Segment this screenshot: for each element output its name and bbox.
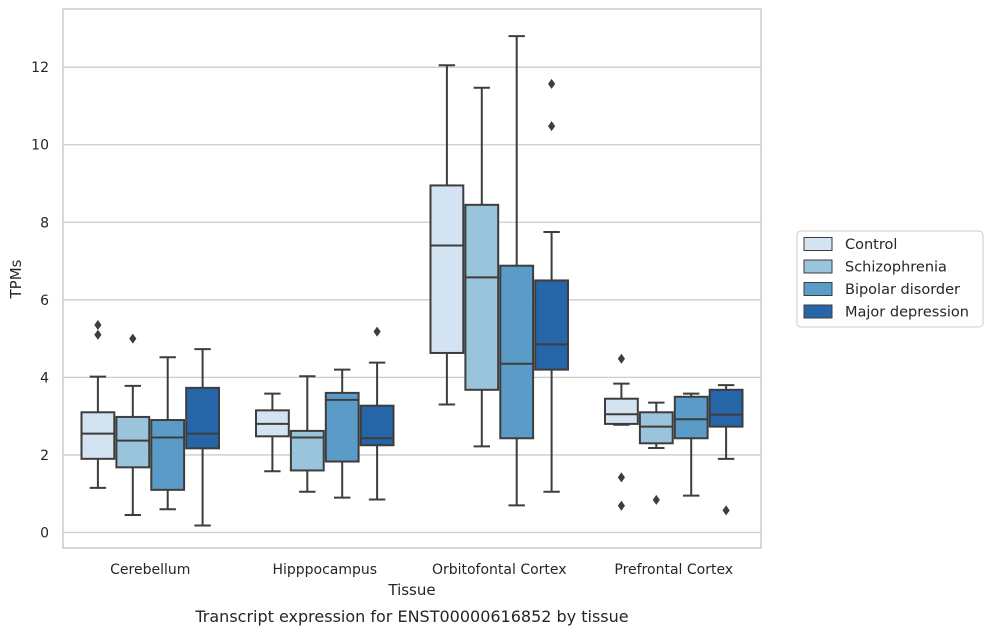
box-iqr bbox=[324, 391, 360, 463]
box-iqr bbox=[499, 264, 535, 440]
box-cerebellum-control bbox=[80, 320, 116, 489]
box-hipppocampus-bipolar-disorder bbox=[324, 368, 360, 499]
y-tick-label: 10 bbox=[31, 138, 49, 154]
outlier-point bbox=[94, 320, 102, 331]
outlier-point bbox=[722, 505, 730, 516]
x-tick-label-hipppocampus: Hipppocampus bbox=[272, 562, 377, 578]
outlier-point bbox=[652, 494, 660, 505]
x-tick-label-prefrontal-cortex: Prefrontal Cortex bbox=[614, 562, 733, 578]
box-orbitofontal-cortex-schizophrenia bbox=[464, 86, 500, 448]
y-axis-label: TPMs bbox=[7, 259, 25, 299]
legend-swatch-schizophrenia bbox=[803, 259, 833, 274]
box-cerebellum-bipolar-disorder bbox=[150, 356, 186, 511]
box-hipppocampus-major-depression bbox=[359, 326, 395, 501]
y-tick-label: 2 bbox=[40, 448, 49, 464]
x-axis-label: Tissue bbox=[387, 581, 435, 599]
box-cerebellum-schizophrenia bbox=[115, 333, 151, 517]
plot-frame bbox=[62, 8, 762, 549]
y-tick-label: 6 bbox=[40, 293, 49, 309]
box-hipppocampus-control bbox=[254, 392, 290, 473]
box-iqr bbox=[603, 397, 639, 425]
box-iqr bbox=[115, 415, 151, 469]
x-tick-label-orbitofontal-cortex: Orbitofontal Cortex bbox=[432, 562, 567, 578]
legend-swatch-control bbox=[803, 237, 833, 251]
outlier-point bbox=[129, 333, 137, 344]
box-iqr bbox=[150, 419, 186, 491]
x-axis-ticks: Cerebellum Hipppocampus Orbitofontal Corte… bbox=[110, 562, 733, 578]
legend-label-bipolar-disorder: Bipolar disorder bbox=[845, 282, 960, 298]
y-tick-label: 0 bbox=[40, 525, 49, 541]
y-axis-ticks: 0 2 4 6 8 10 12 bbox=[31, 60, 49, 541]
box-iqr bbox=[673, 395, 709, 440]
outlier-point bbox=[617, 353, 625, 364]
box-iqr bbox=[464, 203, 500, 391]
box-iqr bbox=[80, 411, 116, 460]
outlier-point bbox=[548, 78, 556, 89]
legend-label-major-depression: Major depression bbox=[845, 305, 969, 321]
box-iqr bbox=[534, 279, 570, 371]
outlier-point bbox=[548, 121, 556, 132]
box-prefrontal-cortex-bipolar-disorder bbox=[673, 392, 709, 497]
box-cerebellum-major-depression bbox=[185, 348, 221, 527]
box-iqr bbox=[638, 411, 674, 445]
box-plot-area bbox=[80, 35, 744, 527]
box-iqr bbox=[708, 388, 744, 428]
legend-label-control: Control bbox=[845, 237, 897, 253]
box-iqr bbox=[359, 404, 395, 447]
box-iqr bbox=[185, 386, 221, 450]
legend-swatch-bipolar-disorder bbox=[803, 282, 833, 296]
box-hipppocampus-schizophrenia bbox=[289, 375, 325, 493]
legend-label-schizophrenia: Schizophrenia bbox=[845, 260, 947, 276]
y-tick-label: 4 bbox=[40, 370, 49, 386]
legend-frame bbox=[796, 230, 984, 328]
box-prefrontal-cortex-major-depression bbox=[708, 384, 744, 516]
outlier-point bbox=[373, 326, 381, 337]
y-tick-label: 8 bbox=[40, 215, 49, 231]
box-orbitofontal-cortex-bipolar-disorder bbox=[499, 35, 535, 507]
box-prefrontal-cortex-schizophrenia bbox=[638, 401, 674, 505]
outlier-point bbox=[617, 500, 625, 511]
outlier-point bbox=[94, 329, 102, 340]
box-orbitofontal-cortex-control bbox=[429, 64, 465, 406]
y-tick-label: 12 bbox=[31, 60, 49, 76]
legend-swatch-major-depression bbox=[803, 304, 833, 319]
box-prefrontal-cortex-control bbox=[603, 353, 639, 511]
chart-caption: Transcript expression for ENST0000061685… bbox=[194, 607, 628, 626]
legend: Control Schizophrenia Bipolar disorder Majo… bbox=[796, 230, 984, 328]
outlier-point bbox=[617, 472, 625, 483]
x-tick-label-cerebellum: Cerebellum bbox=[110, 562, 190, 578]
box-iqr bbox=[429, 184, 465, 354]
box-orbitofontal-cortex-major-depression bbox=[534, 78, 570, 493]
